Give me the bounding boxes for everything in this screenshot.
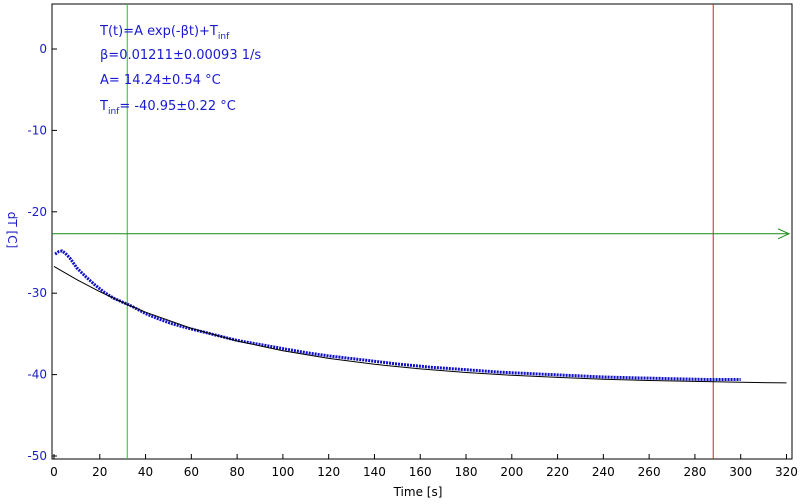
series-measured-line (54, 249, 741, 381)
plot-frame (51, 3, 793, 460)
x-tick-label: 0 (50, 465, 58, 479)
x-tick-label: 280 (683, 465, 706, 479)
x-tick-label: 160 (409, 465, 432, 479)
x-axis-title: Time [s] (393, 485, 443, 499)
y-axis: 0 -10 -20 -30 -40 -50 (27, 42, 57, 463)
x-tick-label: 300 (729, 465, 752, 479)
y-tick-label: -40 (27, 368, 47, 382)
x-tick-label: 80 (229, 465, 244, 479)
x-tick-label: 40 (138, 465, 153, 479)
y-tick-label: -10 (27, 123, 47, 137)
fit-annotation: T(t)=A exp(-βt)+Tinf β=0.01211±0.00093 1… (99, 24, 261, 117)
series-layer (53, 249, 787, 384)
x-tick-label: 60 (184, 465, 199, 479)
annotation-amplitude: A= 14.24±0.54 °C (100, 73, 221, 88)
x-tick-label: 120 (317, 465, 340, 479)
x-tick-label: 20 (92, 465, 107, 479)
y-tick-label: -30 (27, 286, 47, 300)
x-tick-label: 100 (271, 465, 294, 479)
x-tick-label: 200 (500, 465, 523, 479)
y-tick-label: 0 (39, 42, 47, 56)
y-axis-title: dT [C] (5, 212, 19, 249)
annotation-formula: T(t)=A exp(-βt)+Tinf (99, 24, 230, 42)
x-tick-label: 220 (546, 465, 569, 479)
markers (52, 4, 791, 459)
x-tick-label: 240 (592, 465, 615, 479)
horizontal-marker-arrow (777, 228, 791, 240)
annotation-beta: β=0.01211±0.00093 1/s (100, 48, 261, 63)
x-tick-label: 140 (363, 465, 386, 479)
series-fit-line (53, 265, 787, 384)
x-tick-label: 180 (455, 465, 478, 479)
x-tick-label: 260 (638, 465, 661, 479)
y-tick-label: -50 (27, 449, 47, 463)
x-tick-label: 320 (775, 465, 798, 479)
annotation-tinf: Tinf= -40.95±0.22 °C (99, 99, 236, 117)
x-axis: 0 20 40 60 80 100 120 140 160 180 200 220 240 260 280 3… (50, 454, 798, 479)
y-tick-label: -20 (27, 205, 47, 219)
